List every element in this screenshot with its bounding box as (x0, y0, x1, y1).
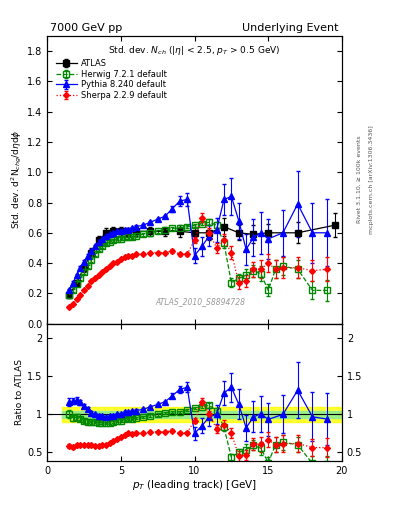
Y-axis label: Ratio to ATLAS: Ratio to ATLAS (15, 359, 24, 425)
Text: Rivet 3.1.10, ≥ 100k events: Rivet 3.1.10, ≥ 100k events (357, 135, 362, 223)
Text: Std. dev. $N_{ch}$ ($|\eta|$ < 2.5, $p_T$ > 0.5 GeV): Std. dev. $N_{ch}$ ($|\eta|$ < 2.5, $p_T… (108, 45, 281, 57)
Text: Underlying Event: Underlying Event (242, 23, 339, 33)
Text: mcplots.cern.ch [arXiv:1306.3436]: mcplots.cern.ch [arXiv:1306.3436] (369, 125, 374, 233)
Legend: ATLAS, Herwig 7.2.1 default, Pythia 8.240 default, Sherpa 2.2.9 default: ATLAS, Herwig 7.2.1 default, Pythia 8.24… (54, 57, 169, 101)
Text: 7000 GeV pp: 7000 GeV pp (50, 23, 122, 33)
X-axis label: $p_T$ (leading track) [GeV]: $p_T$ (leading track) [GeV] (132, 478, 257, 493)
Text: ATLAS_2010_S8894728: ATLAS_2010_S8894728 (155, 297, 246, 307)
Y-axis label: Std. dev. d$^2$N$_{chg}$/d$\eta$d$\phi$: Std. dev. d$^2$N$_{chg}$/d$\eta$d$\phi$ (10, 130, 24, 229)
